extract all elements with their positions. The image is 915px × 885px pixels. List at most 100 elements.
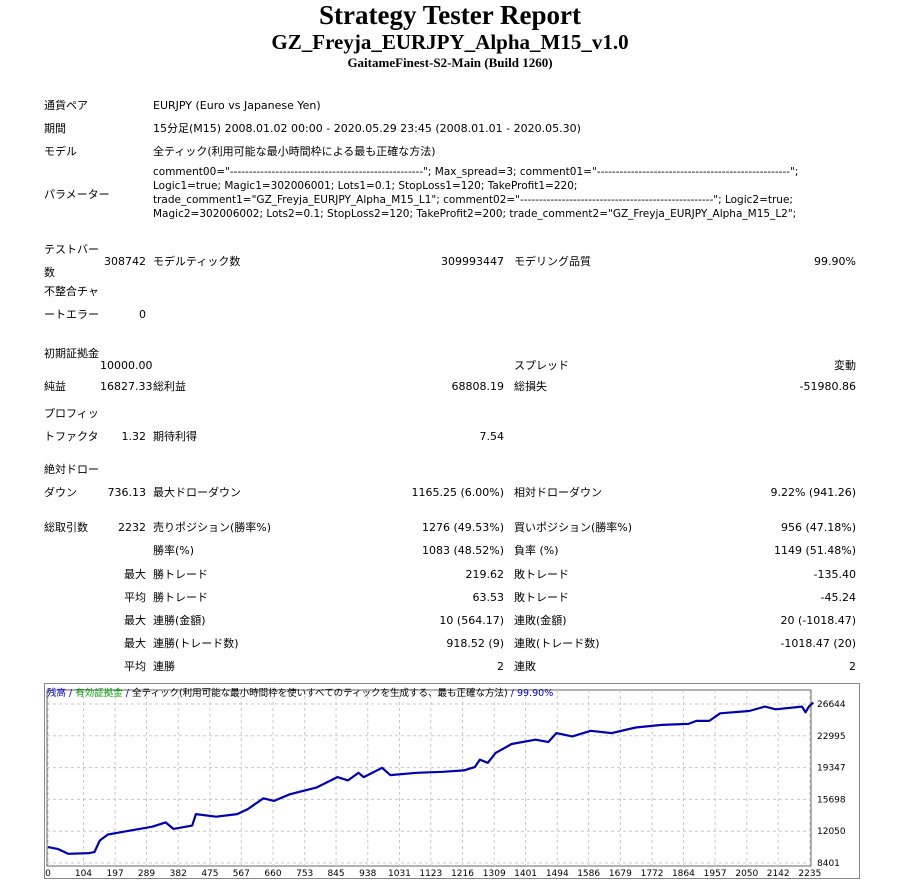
y-tick-label: 19347 [817, 764, 846, 774]
stat-value: 10000.00 [100, 358, 153, 372]
stats-row: 総取引数 2232 売りポジション(勝率%) 1276 (49.53%) 買いポジション… [44, 516, 860, 539]
stat-value: 309993447 [441, 254, 504, 268]
stat-value: 9.22% (941.26) [770, 486, 856, 499]
info-value: EURJPY (Euro vs Japanese Yen) [153, 99, 321, 112]
info-label: 期間 [44, 122, 66, 135]
stat-label: モデリング品質 [514, 254, 591, 268]
x-tick-label: 0 [45, 869, 51, 878]
stat-label: 勝率(%) [153, 544, 195, 557]
x-tick-label: 753 [296, 869, 313, 878]
stat-value: 2 [849, 660, 856, 673]
stat-value: 1.32 [121, 430, 147, 443]
stat-label: 期待利得 [153, 430, 197, 443]
x-tick-label: 2142 [767, 869, 790, 878]
stat-label: 敗トレード [514, 568, 569, 581]
legend-sep: / [122, 688, 133, 699]
stat-value: 20 (-1018.47) [780, 614, 856, 627]
stat-value: 7.54 [479, 430, 505, 443]
x-tick-label: 845 [327, 869, 344, 878]
stat-value: 219.62 [465, 568, 505, 581]
stat-label: 連敗(金額) [514, 614, 567, 627]
stat-value: 変動 [834, 358, 856, 372]
stat-value: -51980.86 [799, 380, 856, 393]
stat-value: -1018.47 (20) [780, 637, 856, 650]
x-tick-label: 104 [75, 869, 92, 878]
x-tick-label: 289 [138, 869, 155, 878]
legend-quality: 99.90% [517, 688, 554, 699]
y-tick-label: 26644 [817, 700, 846, 710]
stat-value: 最大 [124, 568, 146, 581]
stat-value: 736.13 [107, 486, 147, 499]
stat-label: 初期証拠金 [44, 347, 99, 360]
legend-sep: / [507, 688, 518, 699]
stat-label: 連敗(トレード数) [514, 637, 600, 650]
stat-value: 99.90% [814, 254, 856, 268]
stat-label: スプレッド [514, 358, 569, 372]
stats-row: 平均 連勝 2 連敗 2 [44, 655, 860, 678]
x-tick-label: 1864 [672, 869, 695, 878]
server-build: GaitameFinest-S2-Main (Build 1260) [347, 55, 553, 70]
plot-frame [46, 689, 812, 867]
stat-value: -45.24 [820, 591, 856, 604]
x-tick-label: 1586 [577, 869, 600, 878]
stats-row: 初期証拠金 10000.00 スプレッド 変動 [44, 342, 860, 388]
stat-value: 1083 (48.52%) [421, 544, 504, 557]
stats-row: プロフィットファクタ 1.32 期待利得 7.54 [44, 402, 860, 471]
stat-label: 買いポジション(勝率%) [514, 521, 633, 534]
x-tick-label: 1957 [704, 869, 727, 878]
stat-label: 不整合チャートエラー [44, 285, 99, 321]
stats-row: 最大 勝トレード 219.62 敗トレード -135.40 [44, 563, 860, 586]
legend-balance: 残高 [47, 688, 67, 699]
stat-label: 総損失 [514, 380, 547, 393]
x-tick-label: 1679 [609, 869, 632, 878]
stat-value: -135.40 [813, 568, 856, 581]
x-tick-label: 1772 [641, 869, 664, 878]
balance-chart: 8401 12050 15698 19347 22995 26644 0 104 197 289 3… [44, 683, 860, 879]
stat-value: 1165.25 (6.00%) [411, 486, 504, 499]
stat-label: 総利益 [153, 380, 186, 393]
y-tick-label: 15698 [817, 795, 846, 805]
balance-line [47, 701, 815, 855]
stat-label: 純益 [44, 380, 66, 393]
stat-label: 敗トレード [514, 591, 569, 604]
chart-legend: 残高 / 有効証拠金 / 全ティック(利用可能な最小時間枠を使いすべてのティック… [47, 685, 553, 699]
y-tick-label: 22995 [817, 732, 846, 742]
stats-row: 純益 16827.33 総利益 68808.19 総損失 -51980.86 [44, 375, 860, 398]
stat-label: 相対ドローダウン [514, 486, 602, 499]
info-value: 全ティック(利用可能な最小時間枠による最も正確な方法) [153, 145, 436, 158]
x-tick-label: 1494 [546, 869, 569, 878]
stat-value: 956 (47.18%) [780, 521, 856, 534]
stat-label: 総取引数 [44, 521, 88, 534]
stat-label: テストバー数 [44, 243, 99, 279]
stats-row: 不整合チャートエラー 0 [44, 280, 860, 349]
stat-label: 連勝(金額) [153, 614, 206, 627]
info-label: モデル [44, 145, 77, 158]
stats-row: テストバー数 308742 モデルティック数 309993447 モデリング品質 99.9… [44, 238, 860, 284]
stat-value: 平均 [124, 660, 146, 673]
chart-plot: 8401 12050 15698 19347 22995 26644 0 104 197 289 3… [45, 689, 846, 879]
x-tick-label: 1123 [419, 869, 442, 878]
x-tick-label: 660 [264, 869, 281, 878]
legend-sep: / [66, 688, 76, 699]
stat-label: 連勝 [153, 660, 175, 673]
x-tick-label: 1401 [514, 869, 537, 878]
stat-value: 2232 [118, 521, 146, 534]
stats-row: 絶対ドローダウン 736.13 最大ドローダウン 1165.25 (6.00%) 相対ド… [44, 458, 860, 527]
stat-label: 最大ドローダウン [153, 486, 241, 499]
x-tick-label: 1216 [451, 869, 474, 878]
info-label: 通貨ペア [44, 99, 88, 112]
stat-value: 0 [139, 308, 146, 321]
stat-label: 勝トレード [153, 568, 208, 581]
x-tick-label: 1031 [388, 869, 411, 878]
x-tick-label: 1309 [483, 869, 506, 878]
stat-value: 平均 [124, 591, 146, 604]
x-tick-label: 475 [201, 869, 218, 878]
stat-value: 最大 [124, 637, 146, 650]
x-tick-label: 2235 [798, 869, 821, 878]
x-tick-label: 382 [170, 869, 187, 878]
legend-equity: 有効証拠金 [75, 688, 123, 699]
stats-row: 勝率(%) 1083 (48.52%) 負率 (%) 1149 (51.48%) [44, 539, 860, 562]
stat-value: 918.52 (9) [446, 637, 504, 650]
stat-value: 最大 [124, 614, 146, 627]
info-value: 15分足(M15) 2008.01.02 00:00 - 2020.05.29 … [153, 122, 581, 135]
